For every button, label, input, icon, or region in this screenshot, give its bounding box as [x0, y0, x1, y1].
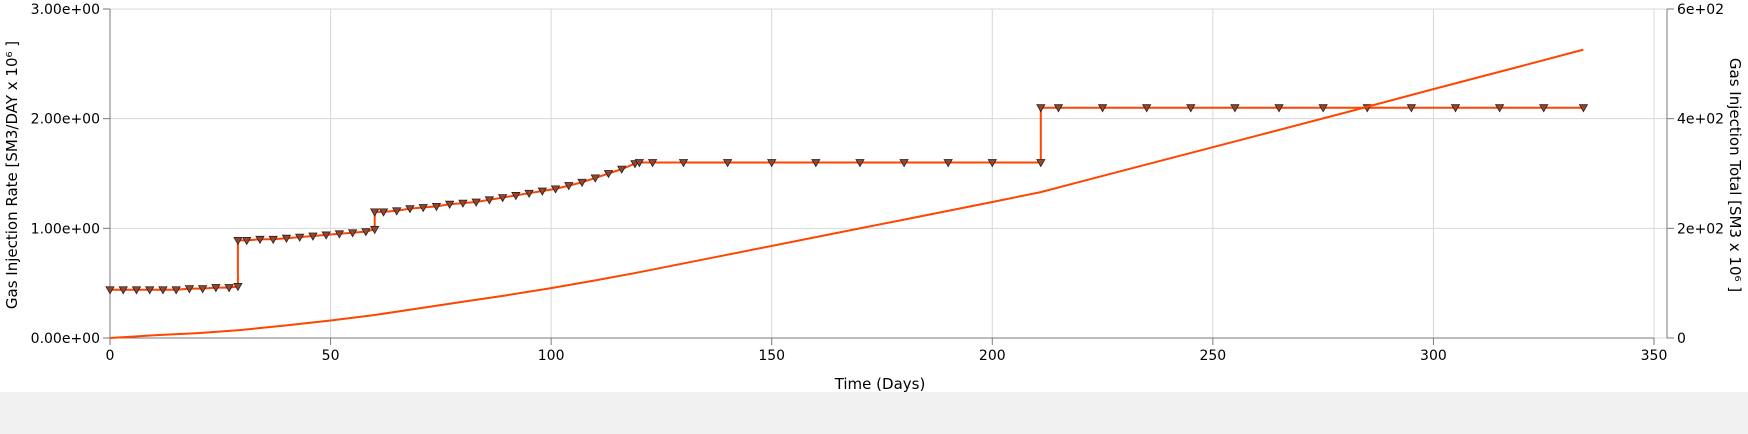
rate-data-point: [634, 159, 645, 168]
rate-data-point: [550, 185, 561, 194]
rate-data-point: [1036, 159, 1046, 168]
rate-data-point: [118, 286, 128, 295]
x-tick-label: 100: [538, 348, 565, 364]
rate-data-point: [1097, 104, 1108, 113]
x-tick-label: 50: [322, 348, 340, 364]
y-right-tick-label: 6e+02: [1677, 2, 1724, 18]
y-left-tick-label: 1.00e+00: [31, 221, 100, 237]
rate-data-point: [767, 159, 777, 168]
x-axis-title: Time (Days): [834, 375, 926, 392]
rate-data-point: [369, 226, 380, 235]
rate-data-point: [603, 170, 614, 179]
rate-data-point: [943, 159, 953, 168]
rate-data-point: [1539, 104, 1549, 113]
rate-data-point: [431, 203, 442, 212]
rate-data-point: [1494, 104, 1505, 113]
rate-data-point: [361, 228, 371, 237]
rate-data-point: [458, 199, 468, 208]
rate-data-point: [105, 286, 115, 295]
rate-data-point: [295, 233, 305, 242]
y-right-tick-label: 0: [1677, 331, 1686, 347]
rate-data-point: [197, 285, 208, 294]
rate-data-point: [987, 159, 997, 168]
data-series: [105, 48, 1589, 339]
y-axis-left-title: Gas Injection Rate [SM3/DAY x 10⁶ ]: [3, 41, 21, 309]
rate-data-point: [184, 285, 195, 294]
rate-data-point: [537, 187, 548, 196]
rate-data-point: [678, 159, 689, 168]
x-tick-label: 200: [979, 348, 1006, 364]
y-left-tick-label: 3.00e+00: [31, 2, 100, 18]
rate-data-point: [1142, 104, 1152, 113]
rate-data-point: [1406, 104, 1417, 113]
rate-data-point: [145, 286, 155, 295]
rate-data-point: [497, 194, 508, 203]
rate-data-point: [564, 182, 574, 191]
rate-data-point: [392, 207, 402, 216]
rate-data-point: [484, 196, 495, 205]
axes: [109, 9, 1668, 339]
x-tick-label: 350: [1641, 348, 1668, 364]
rate-data-point: [233, 236, 243, 246]
x-tick-label: 0: [106, 348, 115, 364]
gas-injection-chart: 0 50 100 150 200 250 300 350 0.00e+00 1.00e+00 2.0…: [3, 2, 1744, 392]
rate-data-point: [281, 234, 292, 244]
rate-data-point: [590, 174, 600, 183]
rate-data-point: [811, 159, 821, 168]
tick-marks-and-labels: 0 50 100 150 200 250 300 350 0.00e+00 1.00e+00 2.0…: [31, 2, 1724, 364]
rate-data-point: [321, 231, 331, 240]
rate-data-point: [233, 283, 243, 292]
y-left-tick-label: 0.00e+00: [31, 331, 100, 347]
rate-data-point: [444, 200, 455, 210]
chart-panel: 0 50 100 150 200 250 300 350 0.00e+00 1.00e+00 2.0…: [0, 0, 1748, 392]
rate-data-point: [255, 235, 265, 245]
y-left-tick-label: 2.00e+00: [31, 112, 100, 128]
rate-data-point: [1450, 104, 1461, 113]
rate-data-point: [577, 178, 587, 188]
rate-data-point: [418, 204, 428, 213]
rate-data-point: [334, 230, 345, 239]
rate-data-point: [1274, 104, 1284, 113]
y-axis-right-title: Gas Injection Total [SM3 x 10⁶ ]: [1726, 58, 1744, 292]
y-right-tick-label: 4e+02: [1677, 112, 1724, 128]
rate-data-point: [1036, 104, 1046, 113]
x-tick-label: 300: [1420, 348, 1447, 364]
rate-data-point: [347, 229, 358, 238]
rate-data-point: [369, 208, 380, 217]
rate-data-point: [511, 192, 521, 201]
rate-data-point: [171, 286, 181, 295]
rate-data-point: [242, 236, 252, 246]
rate-data-point: [131, 286, 142, 295]
y-right-tick-label: 2e+02: [1677, 221, 1724, 237]
rate-data-point: [1318, 104, 1328, 113]
grid-lines: [109, 8, 1667, 339]
rate-data-point: [855, 159, 865, 168]
rate-data-point: [268, 235, 278, 245]
rate-data-point: [471, 198, 481, 207]
rate-data-point: [224, 284, 234, 293]
rate-data-point: [647, 159, 658, 168]
x-tick-label: 150: [758, 348, 785, 364]
rate-data-point: [1230, 104, 1240, 113]
rate-data-point: [524, 189, 534, 199]
rate-data-point: [158, 286, 168, 295]
rate-data-point: [308, 232, 318, 241]
rate-data-point: [899, 159, 909, 168]
cumulative-total-line: [109, 48, 1584, 339]
bottom-panel: [0, 392, 1748, 434]
rate-data-point: [405, 205, 415, 214]
rate-data-point: [617, 165, 627, 174]
rate-data-point: [1186, 104, 1196, 113]
rate-data-point: [378, 208, 389, 217]
rate-data-point: [211, 284, 221, 293]
rate-data-point: [722, 159, 733, 168]
x-tick-label: 250: [1199, 348, 1226, 364]
rate-data-point: [1578, 104, 1589, 113]
rate-data-point: [1053, 104, 1064, 113]
